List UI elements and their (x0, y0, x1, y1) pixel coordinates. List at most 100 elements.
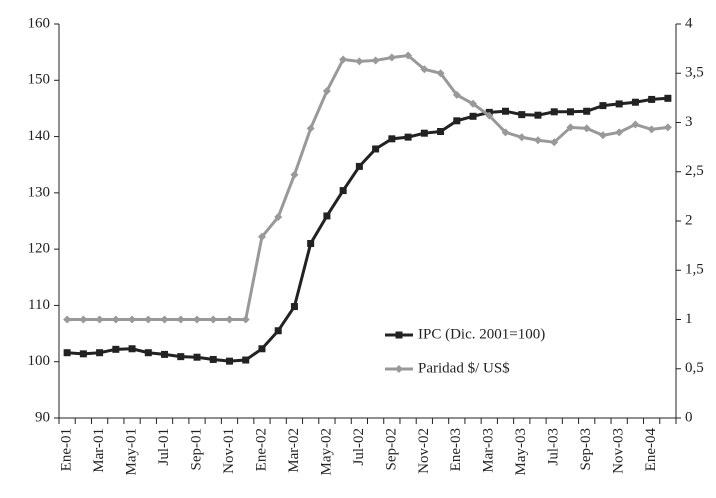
point (469, 99, 478, 108)
y2-tick-label: 4 (685, 15, 693, 31)
point (615, 128, 624, 137)
point (290, 170, 299, 179)
y2-tick-label: 0,5 (685, 360, 704, 376)
x-tick-label: Jul-01 (156, 428, 172, 466)
point (647, 125, 656, 134)
point (420, 129, 428, 137)
y-tick-label: 110 (28, 297, 50, 313)
point (339, 55, 348, 64)
point (533, 136, 542, 145)
point (323, 212, 331, 220)
point (307, 240, 315, 248)
x-tick-label: Nov-03 (611, 428, 627, 474)
point (534, 111, 542, 119)
x-tick-label: May-03 (513, 428, 529, 476)
point (453, 117, 461, 125)
x-tick-label: Nov-02 (416, 428, 432, 474)
x-tick-label: May-01 (124, 428, 140, 476)
x-tick-label: Ene-04 (643, 428, 659, 472)
y-tick-label: 160 (28, 15, 51, 31)
point (96, 349, 104, 357)
point (501, 128, 510, 137)
point (404, 133, 412, 141)
point (436, 69, 445, 78)
series-line (67, 53, 669, 321)
point (79, 315, 88, 324)
point (63, 349, 71, 357)
x-tick-label: Jul-03 (546, 428, 562, 466)
point (469, 112, 477, 120)
y-tick-label: 150 (28, 72, 51, 88)
point (112, 345, 120, 353)
point (355, 57, 364, 66)
point (664, 94, 672, 102)
y2-tick-label: 0 (685, 409, 693, 425)
point (372, 145, 380, 153)
x-tick-label: Mar-01 (91, 428, 107, 473)
x-tick-label: Sep-02 (383, 428, 399, 471)
point (177, 353, 185, 361)
point (193, 353, 201, 361)
point (420, 65, 429, 74)
legend-marker (395, 365, 403, 373)
point (290, 303, 298, 311)
legend-marker (395, 331, 403, 339)
point (518, 111, 526, 119)
point (583, 107, 591, 115)
point (387, 53, 396, 62)
point (566, 108, 574, 116)
point (161, 350, 169, 358)
y-tick-label: 90 (35, 409, 50, 425)
x-tick-label: Ene-02 (253, 428, 269, 471)
y-tick-label: 120 (28, 241, 51, 257)
point (615, 100, 623, 108)
point (258, 345, 266, 353)
point (631, 120, 640, 129)
point (550, 108, 558, 116)
y2-tick-label: 2,5 (685, 163, 704, 179)
point (550, 138, 559, 147)
y-tick-label: 140 (28, 128, 51, 144)
point (193, 315, 202, 324)
x-tick-label: Nov-01 (221, 428, 237, 474)
y-tick-label: 130 (28, 184, 51, 200)
x-tick-label: Ene-01 (59, 428, 75, 471)
point (79, 350, 87, 358)
x-tick-label: Jul-02 (351, 428, 367, 466)
point (257, 232, 266, 241)
point (582, 124, 591, 133)
point (128, 345, 136, 353)
point (274, 327, 282, 335)
point (355, 162, 363, 170)
point (209, 355, 217, 363)
point (225, 315, 234, 324)
series-line (67, 96, 668, 363)
point (144, 315, 153, 324)
point (339, 187, 347, 195)
point (160, 315, 169, 324)
x-tick-label: May-02 (318, 428, 334, 476)
point (452, 90, 461, 99)
point (599, 102, 607, 110)
x-tick-label: Mar-02 (286, 428, 302, 473)
x-tick-label: Mar-03 (481, 428, 497, 473)
x-tick-label: Sep-03 (578, 428, 594, 471)
point (566, 123, 575, 132)
y2-tick-label: 1 (685, 311, 693, 327)
legend-label: IPC (Dic. 2001=100) (418, 326, 545, 342)
point (225, 357, 233, 365)
point (144, 349, 152, 357)
x-tick-label: Ene-03 (448, 428, 464, 471)
y2-tick-label: 3 (685, 114, 693, 130)
y-tick-label: 100 (28, 353, 51, 369)
point (502, 107, 510, 115)
point (241, 315, 250, 324)
point (242, 356, 250, 364)
point (663, 123, 672, 132)
point (631, 98, 639, 106)
point (95, 315, 104, 324)
point (322, 86, 331, 95)
point (209, 315, 218, 324)
y2-tick-label: 3,5 (685, 65, 704, 81)
x-tick-label: Sep-01 (188, 428, 204, 471)
